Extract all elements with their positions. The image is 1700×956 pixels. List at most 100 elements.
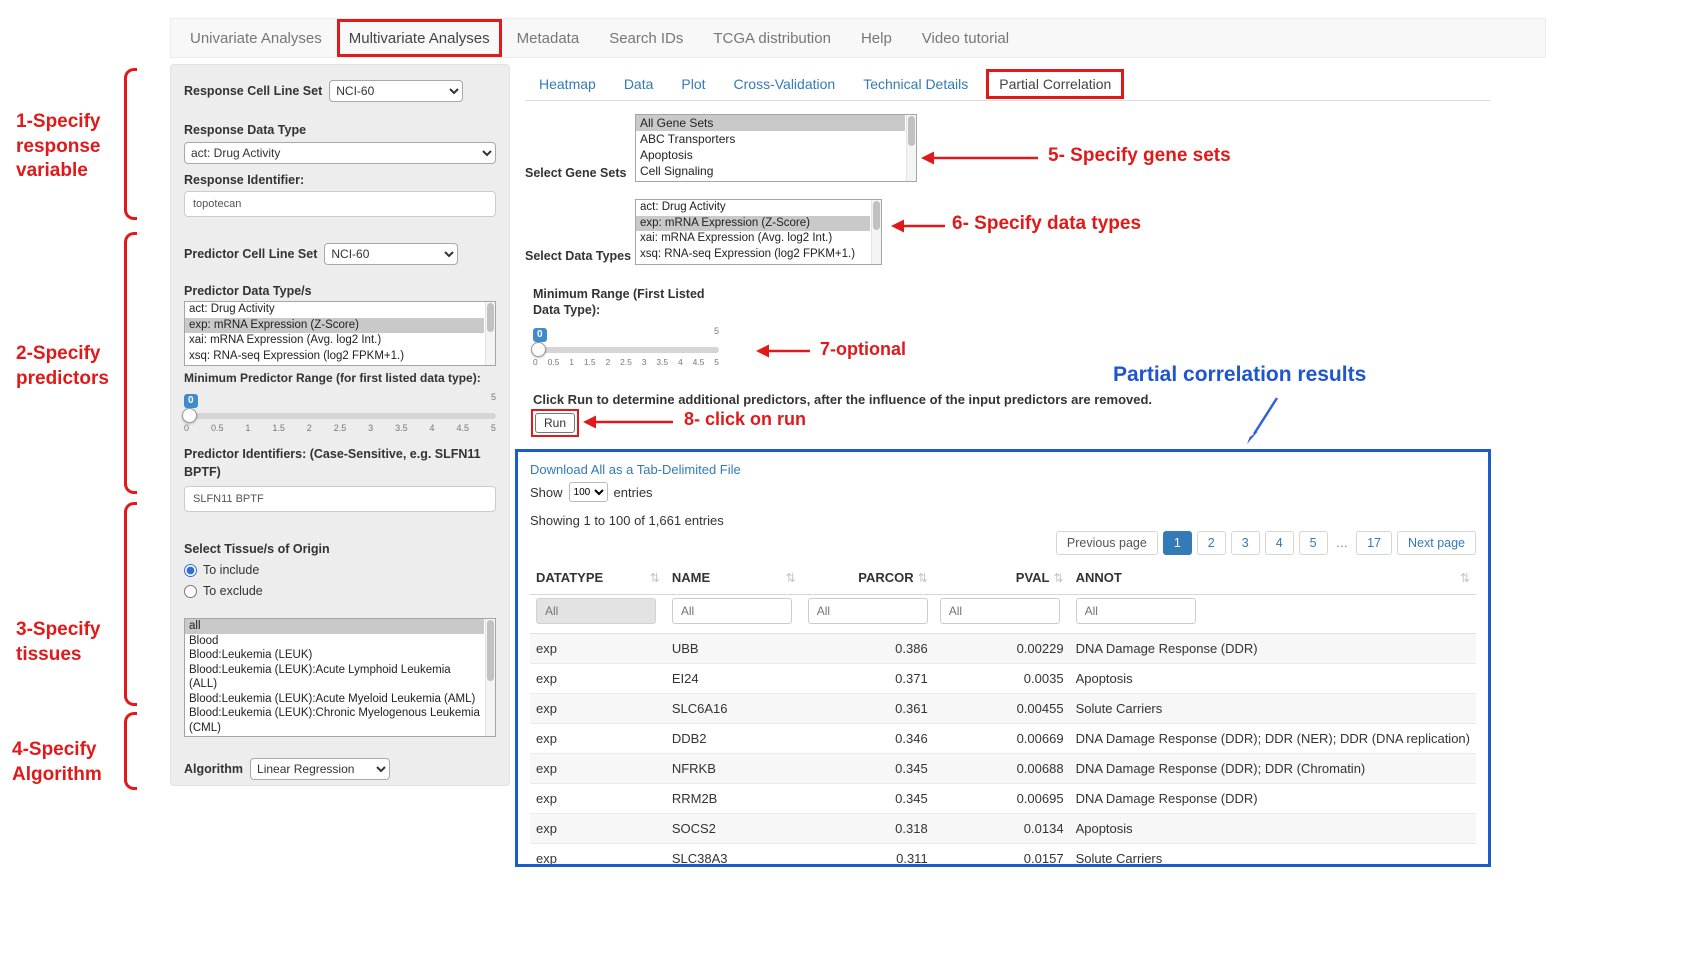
column-header-parcor[interactable]: PARCOR ⇅ [801,561,934,595]
data-type-option[interactable]: act: Drug Activity [640,201,726,213]
filter-input-annot[interactable] [1075,598,1196,624]
download-tab-delimited-link[interactable]: Download All as a Tab-Delimited File [530,462,741,477]
data-type-option[interactable]: xai: mRNA Expression (Avg. log2 Int.) [640,232,833,244]
data-type-option[interactable]: xsq: RNA-seq Expression (log2 FPKM+1.) [640,247,856,260]
cell-annot: DNA Damage Response (DDR) [1075,791,1258,806]
tissue-option[interactable]: Blood:Leukemia (LEUK):Chronic Myelogenou… [189,707,480,734]
predictor-data-type-option[interactable]: act: Drug Activity [189,303,275,315]
annotation-bracket-1 [124,68,137,220]
radio-to-include-input[interactable] [184,563,197,577]
page-button-4[interactable]: 4 [1264,531,1294,555]
sort-icon[interactable]: ⇅ [917,570,928,585]
scrollbar[interactable] [871,200,881,264]
filter-input-pval[interactable] [939,598,1060,624]
tissue-option[interactable]: Blood:Leukemia (LEUK):Acute Lymphoid Leu… [189,663,451,691]
scrollbar-thumb[interactable] [487,303,494,332]
tab-heatmap[interactable]: Heatmap [539,76,596,92]
slider-track[interactable] [531,342,719,357]
filter-input-name[interactable] [671,598,792,624]
sort-icon[interactable]: ⇅ [1459,570,1470,585]
tab-technical-details[interactable]: Technical Details [863,76,969,92]
tissue-option[interactable]: all [185,619,484,634]
nav-item-univariate-analyses[interactable]: Univariate Analyses [190,29,322,47]
radio-to-exclude[interactable]: To exclude [184,584,496,598]
nav-item-video-tutorial[interactable]: Video tutorial [921,29,1010,47]
tissue-option[interactable]: Blood:Leukemia (LEUK) [189,649,313,662]
nav-item-multivariate-analyses[interactable]: Multivariate Analyses [336,19,502,57]
annotation-step7: 7-optional [820,339,906,359]
column-header-datatype[interactable]: DATATYPE ⇅ [530,561,666,595]
tissue-option[interactable]: Blood [189,634,219,647]
sort-icon[interactable]: ⇅ [649,570,660,585]
scrollbar[interactable] [485,302,495,365]
page-button-2[interactable]: 2 [1196,531,1226,555]
slider-track[interactable] [182,408,496,423]
predictor-cell-line-set-select[interactable]: NCI-60 [324,243,459,265]
table-row: exp DDB2 0.346 0.00669 DNA Damage Respon… [530,724,1476,754]
nav-item-search-ids[interactable]: Search IDs [609,29,684,47]
nav-item-tcga-distribution[interactable]: TCGA distribution [713,29,831,47]
scrollbar-thumb[interactable] [873,201,880,231]
tab-cross-validation[interactable]: Cross-Validation [733,76,836,92]
filter-input-datatype[interactable] [536,598,656,624]
predictor-data-type-option[interactable]: xsq: RNA-seq Expression (log2 FPKM+1.) [189,349,405,362]
scrollbar[interactable] [485,619,495,737]
page-button-1[interactable]: 1 [1162,531,1192,555]
table-row: exp SLC6A16 0.361 0.00455 Solute Carrier… [530,693,1476,724]
cell-annot: DNA Damage Response (DDR) [1075,641,1258,656]
scrollbar[interactable] [906,115,916,181]
scrollbar-thumb[interactable] [487,620,494,682]
tissue-listbox: all Blood Blood:Leukemia (LEUK) Blood:Le… [184,618,496,738]
run-button[interactable]: Run [535,413,576,433]
slider-handle[interactable] [182,408,197,423]
column-header-name[interactable]: NAME ⇅ [665,561,802,595]
tissue-option[interactable]: Blood:Leukemia (LEUK):Acute Myeloid Leuk… [189,692,476,705]
page-button-3[interactable]: 3 [1230,531,1260,555]
gene-set-option[interactable]: All Gene Sets [636,115,905,131]
sort-icon[interactable]: ⇅ [1053,570,1064,585]
table-row: exp UBB 0.386 0.00229 DNA Damage Respons… [530,633,1476,664]
annotation-step4: 4-Specify Algorithm [12,739,102,785]
pagination: Previous page 1 2 3 4 5 … 17 Next page [530,531,1476,555]
radio-to-include[interactable]: To include [184,563,496,577]
response-identifier-input[interactable] [184,191,496,217]
gene-set-option[interactable]: ABC Transporters [640,132,736,146]
predictor-identifiers-input[interactable] [184,486,496,513]
next-page-button[interactable]: Next page [1397,531,1476,555]
show-entries-select[interactable]: 100 [568,482,608,502]
slider-handle[interactable] [531,342,546,357]
cell-pval: 0.00229 [1016,641,1064,656]
nav-item-help[interactable]: Help [860,29,892,47]
annotation-step6: 6- Specify data types [952,213,1142,234]
page-button-5[interactable]: 5 [1298,531,1328,555]
table-row: exp EI24 0.371 0.0035 Apoptosis [530,664,1476,694]
tab-data[interactable]: Data [623,76,654,92]
radio-to-include-label: To include [203,563,260,578]
scrollbar-thumb[interactable] [908,116,915,147]
algorithm-select[interactable]: Linear Regression [250,758,391,781]
previous-page-button[interactable]: Previous page [1055,531,1158,555]
tab-plot[interactable]: Plot [681,76,706,92]
data-types-label: Select Data Types [525,249,632,263]
data-types-row: Select Data Types act: Drug Activity exp… [525,199,882,265]
cell-name: RRM2B [671,791,718,806]
tab-partial-correlation[interactable]: Partial Correlation [986,69,1125,99]
response-data-type-select[interactable]: act: Drug Activity [184,142,496,164]
gene-set-option[interactable]: Apoptosis [640,148,693,162]
column-header-pval[interactable]: PVAL ⇅ [933,561,1070,595]
data-type-option[interactable]: exp: mRNA Expression (Z-Score) [636,215,870,231]
page-button-17[interactable]: 17 [1356,531,1393,555]
cell-parcor: 0.345 [895,791,928,806]
predictor-data-type-option[interactable]: xai: mRNA Expression (Avg. log2 Int.) [189,334,382,346]
sort-icon[interactable]: ⇅ [785,570,796,585]
predictor-data-type-option[interactable]: exp: mRNA Expression (Z-Score) [185,317,484,333]
top-navbar: Univariate Analyses Multivariate Analyse… [170,18,1546,58]
filter-input-parcor[interactable] [807,598,928,624]
table-row: exp SLC38A3 0.311 0.0157 Solute Carriers [530,844,1476,866]
radio-to-exclude-input[interactable] [184,584,197,598]
gene-set-option[interactable]: Cell Signaling [640,164,714,178]
response-cell-line-set-select[interactable]: NCI-60 [329,80,464,102]
nav-item-metadata[interactable]: Metadata [516,29,580,47]
cell-pval: 0.0157 [1023,851,1064,866]
column-header-annot[interactable]: ANNOT ⇅ [1069,561,1476,595]
